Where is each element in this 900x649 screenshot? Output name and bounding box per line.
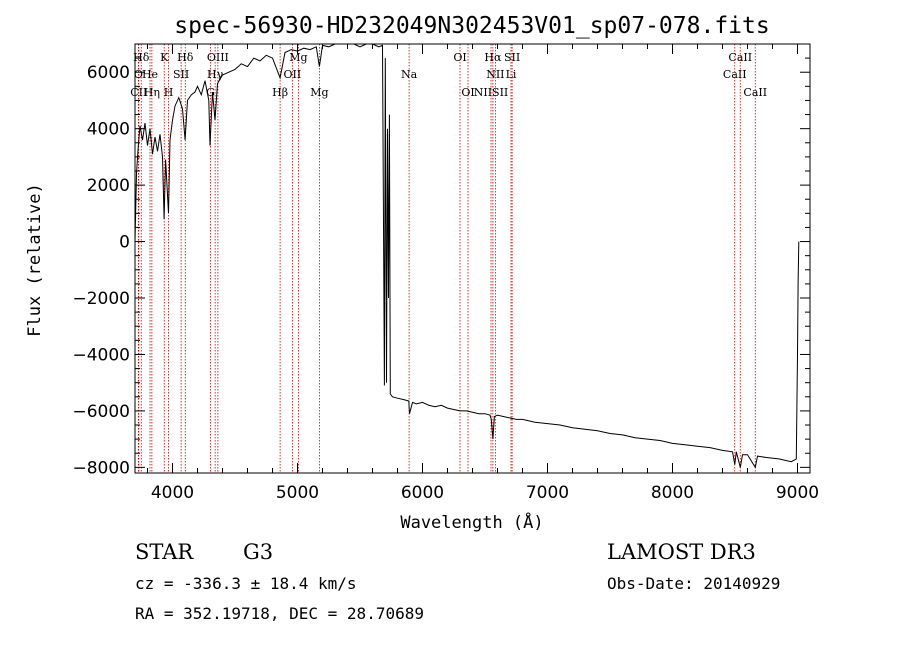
line-label: OI bbox=[461, 86, 474, 99]
line-label: NIISII bbox=[474, 86, 509, 99]
line-label: Na bbox=[401, 68, 418, 81]
survey-name: LAMOST DR3 bbox=[607, 540, 756, 564]
line-label: SII bbox=[173, 68, 189, 81]
y-axis-ticks: −8000 −6000 −4000 −2000 0 2000 4000 6000 bbox=[72, 43, 810, 478]
line-label: G bbox=[206, 86, 215, 99]
line-marker-group bbox=[137, 44, 756, 473]
x-tick-label: 4000 bbox=[151, 483, 194, 503]
line-label: He bbox=[142, 68, 158, 81]
redshift-velocity: cz = -336.3 ± 18.4 km/s bbox=[135, 574, 357, 593]
y-tick-label: 4000 bbox=[87, 120, 130, 140]
y-axis-label: Flux (relative) bbox=[25, 183, 45, 337]
line-label: Hβ bbox=[272, 86, 288, 99]
line-label: CaII bbox=[728, 51, 752, 64]
line-label: SII bbox=[504, 51, 520, 64]
observation-date: Obs-Date: 20140929 bbox=[607, 574, 780, 593]
object-class: STAR bbox=[135, 540, 194, 564]
line-label: OII bbox=[284, 68, 302, 81]
line-label: Hη bbox=[144, 86, 160, 99]
y-tick-label: 0 bbox=[119, 233, 130, 253]
line-label: O bbox=[134, 68, 143, 81]
line-label: K bbox=[160, 51, 169, 64]
x-tick-label: 7000 bbox=[526, 483, 569, 503]
chart-title: spec-56930-HD232049N302453V01_sp07-078.f… bbox=[174, 13, 769, 39]
x-tick-label: 9000 bbox=[776, 483, 819, 503]
spectrum-line bbox=[134, 43, 800, 469]
y-tick-label: −2000 bbox=[72, 289, 130, 309]
x-axis-ticks: 4000 5000 6000 7000 8000 9000 bbox=[147, 44, 819, 503]
coordinates: RA = 352.19718, DEC = 28.70689 bbox=[135, 604, 424, 623]
line-label: Hδ bbox=[177, 51, 194, 64]
y-tick-label: 6000 bbox=[87, 63, 130, 83]
line-label: Li bbox=[506, 68, 517, 81]
x-tick-label: 6000 bbox=[401, 483, 444, 503]
plot-frame bbox=[134, 43, 811, 474]
line-label: Mg bbox=[310, 86, 328, 99]
line-label: CaII bbox=[743, 86, 767, 99]
line-label: H bbox=[164, 86, 174, 99]
y-tick-label: −8000 bbox=[72, 458, 130, 478]
x-tick-label: 5000 bbox=[276, 483, 319, 503]
x-tick-label: 8000 bbox=[651, 483, 694, 503]
y-tick-label: −6000 bbox=[72, 402, 130, 422]
line-label: Hγ bbox=[207, 68, 224, 81]
y-tick-label: 2000 bbox=[87, 176, 130, 196]
line-label: Mg bbox=[289, 51, 307, 64]
line-label: OIII bbox=[207, 51, 229, 64]
line-label: CII bbox=[130, 86, 147, 99]
line-label: Hα bbox=[484, 51, 502, 64]
line-label: OI bbox=[453, 51, 466, 64]
line-label: NII bbox=[486, 68, 504, 81]
line-label: CaII bbox=[723, 68, 747, 81]
line-label: Hδ bbox=[133, 51, 150, 64]
y-tick-label: −4000 bbox=[72, 345, 130, 365]
x-axis-label: Wavelength (Å) bbox=[400, 511, 543, 533]
object-subclass: G3 bbox=[243, 540, 273, 564]
